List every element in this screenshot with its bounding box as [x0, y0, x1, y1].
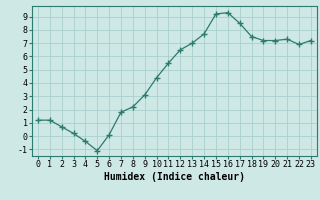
- X-axis label: Humidex (Indice chaleur): Humidex (Indice chaleur): [104, 172, 245, 182]
